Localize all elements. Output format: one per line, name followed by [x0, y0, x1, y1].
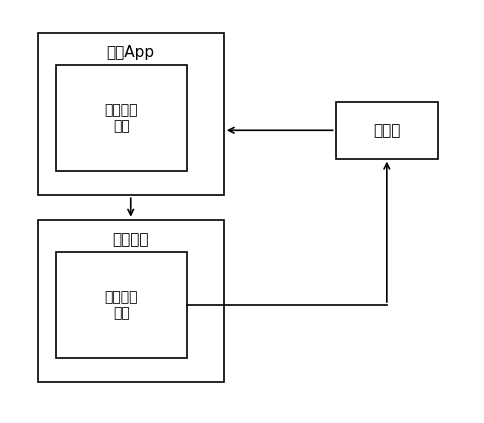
Text: 云平台: 云平台: [372, 123, 400, 138]
Bar: [38, 220, 224, 382]
Bar: [56, 65, 186, 171]
Text: 手机App: 手机App: [106, 45, 154, 60]
Bar: [335, 102, 437, 159]
Text: 信息提示
模块: 信息提示 模块: [105, 290, 138, 320]
Bar: [56, 252, 186, 358]
Text: 共享单车: 共享单车: [112, 232, 149, 247]
Bar: [38, 33, 224, 195]
Text: 信息提示
模块: 信息提示 模块: [105, 103, 138, 133]
